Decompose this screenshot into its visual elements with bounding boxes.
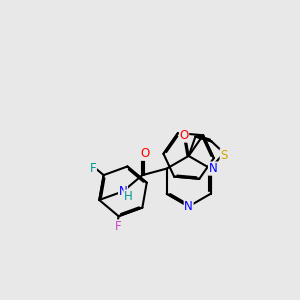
Text: N: N bbox=[208, 162, 217, 175]
Text: S: S bbox=[220, 149, 228, 162]
Text: F: F bbox=[115, 220, 122, 233]
Text: N: N bbox=[118, 185, 127, 198]
Text: F: F bbox=[90, 163, 96, 176]
Text: O: O bbox=[179, 129, 189, 142]
Text: N: N bbox=[184, 200, 193, 213]
Text: O: O bbox=[141, 147, 150, 160]
Text: H: H bbox=[124, 190, 133, 203]
